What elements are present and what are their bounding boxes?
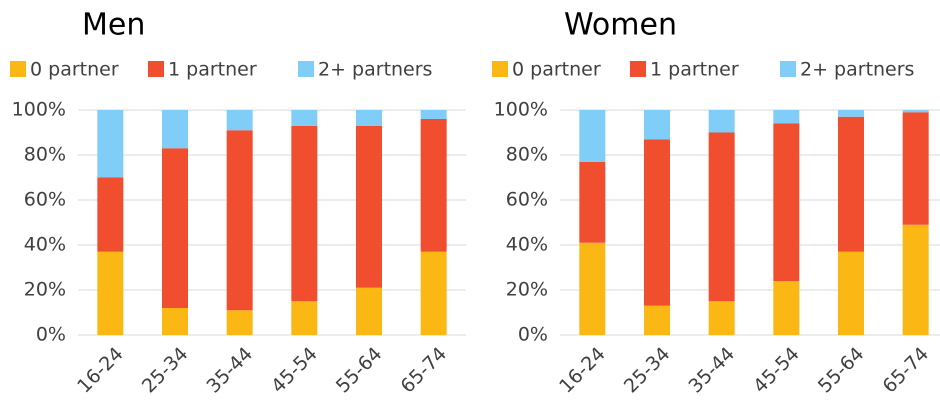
bar-segment: [902, 224, 929, 335]
bar-segment: [162, 110, 188, 149]
legend-swatch: [148, 61, 164, 77]
bar-segment: [226, 110, 253, 131]
legend-label: 2+ partners: [318, 59, 432, 81]
bar-segment: [291, 301, 318, 335]
x-tick-label: 55-64: [332, 343, 387, 398]
x-tick-label: 45-54: [267, 343, 322, 398]
x-tick-label: 65-74: [396, 343, 451, 398]
bar-segment: [644, 110, 670, 140]
x-tick-label: 16-24: [555, 343, 610, 398]
bar-segment: [644, 305, 670, 335]
x-tick-label: 35-44: [684, 343, 739, 398]
bar-segment: [708, 110, 735, 133]
legend-label: 1 partner: [168, 59, 257, 81]
bar-segment: [773, 281, 800, 335]
legend-label: 1 partner: [650, 59, 739, 81]
bar-segment: [356, 110, 382, 126]
legend-swatch: [10, 61, 26, 77]
legend-swatch: [630, 61, 646, 77]
x-tick-label: 55-64: [814, 343, 869, 398]
y-tick-label: 20%: [506, 279, 548, 301]
y-tick-label: 60%: [24, 189, 66, 211]
x-tick-label: 65-74: [878, 343, 933, 398]
legend-label: 0 partner: [30, 59, 119, 81]
y-tick-label: 0%: [518, 324, 548, 346]
bar-segment: [291, 110, 318, 126]
bar-segment: [773, 123, 800, 281]
legend-label: 2+ partners: [800, 59, 914, 81]
y-tick-label: 40%: [506, 234, 548, 256]
y-tick-label: 0%: [36, 324, 66, 346]
bar-segment: [97, 110, 124, 178]
bar-segment: [708, 301, 735, 335]
bar-segment: [420, 119, 447, 252]
x-tick-label: 25-34: [620, 343, 675, 398]
chart-title: Women: [564, 8, 677, 43]
x-tick-label: 45-54: [749, 343, 804, 398]
bar-segment: [291, 125, 318, 302]
bar-segment: [644, 139, 670, 306]
bar-segment: [356, 125, 382, 288]
bar-segment: [838, 110, 864, 117]
bar-segment: [708, 132, 735, 302]
bar-segment: [420, 110, 447, 119]
legend-swatch: [492, 61, 508, 77]
bar-segment: [579, 161, 606, 243]
bar-segment: [226, 130, 253, 311]
bar-segment: [838, 251, 864, 335]
chart-title: Men: [82, 8, 145, 43]
bar-segment: [162, 148, 188, 308]
legend-label: 0 partner: [512, 59, 601, 81]
y-tick-label: 20%: [24, 279, 66, 301]
legend-swatch: [780, 61, 796, 77]
y-tick-label: 100%: [494, 99, 548, 121]
x-tick-label: 35-44: [202, 343, 257, 398]
legend-swatch: [298, 61, 314, 77]
bar-segment: [226, 310, 253, 335]
bar-segment: [902, 110, 929, 113]
bar-segment: [579, 110, 606, 162]
y-tick-label: 40%: [24, 234, 66, 256]
bar-segment: [838, 116, 864, 252]
bar-segment: [773, 110, 800, 124]
y-tick-label: 80%: [506, 144, 548, 166]
y-tick-label: 60%: [506, 189, 548, 211]
x-tick-label: 25-34: [138, 343, 193, 398]
bar-segment: [162, 308, 188, 335]
bar-segment: [902, 112, 929, 225]
bar-segment: [579, 242, 606, 335]
bar-segment: [356, 287, 382, 335]
bar-segment: [420, 251, 447, 335]
x-tick-label: 16-24: [73, 343, 128, 398]
y-tick-label: 80%: [24, 144, 66, 166]
bar-segment: [97, 251, 124, 335]
bar-segment: [97, 177, 124, 252]
y-tick-label: 100%: [12, 99, 66, 121]
